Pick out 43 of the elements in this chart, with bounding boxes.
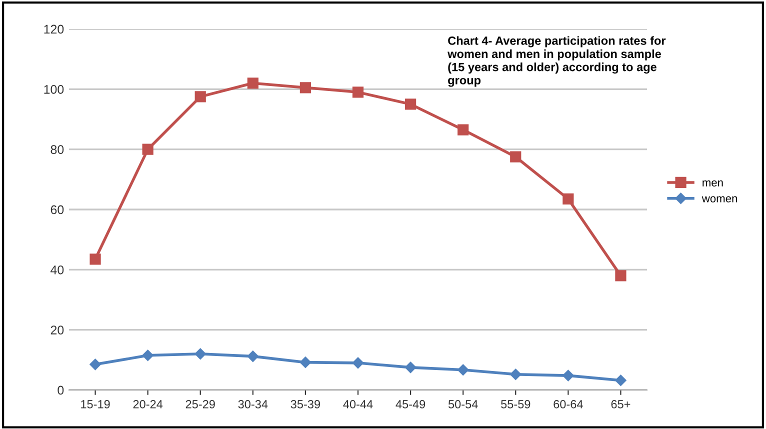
x-tick-label: 65+ (611, 400, 630, 408)
point (562, 193, 574, 205)
y-tick-label: 0 (58, 386, 64, 395)
y-tick-label: 120 (44, 24, 64, 34)
y-tick-label: 60 (50, 205, 64, 214)
y-tick-label: 40 (50, 265, 64, 274)
point (458, 124, 469, 136)
point (90, 254, 101, 265)
point (510, 151, 522, 162)
legend-label: women (702, 196, 737, 202)
point (300, 82, 312, 94)
x-tick-label: 45-49 (396, 400, 426, 408)
point (404, 98, 416, 110)
point (247, 350, 259, 362)
point (90, 358, 101, 370)
point (247, 78, 258, 89)
point (352, 86, 364, 98)
x-tick-label: 55-59 (501, 400, 530, 408)
point (300, 356, 312, 368)
x-tick-label: 40-44 (343, 400, 373, 408)
x-tick-label: 60-64 (554, 400, 583, 408)
x-tick-label: 15-19 (81, 400, 110, 408)
point (615, 374, 626, 386)
point (510, 368, 522, 380)
point (194, 91, 206, 102)
point (142, 144, 154, 155)
x-tick-label: 50-54 (448, 400, 478, 408)
point (142, 350, 154, 362)
x-tick-label: 20-24 (133, 400, 163, 408)
point (562, 370, 574, 382)
y-tick-label: 100 (44, 84, 64, 94)
y-tick-label: 80 (50, 145, 64, 154)
x-tick-label: 30-34 (238, 400, 268, 408)
point (615, 270, 626, 282)
text: Chart 4- Average participation rates for women and men in population sample (15 years and older) according to age group (448, 36, 666, 87)
point (352, 357, 364, 369)
legend-label: men (702, 180, 723, 186)
point (194, 348, 206, 360)
point (457, 364, 469, 376)
x-tick-label: 35-39 (290, 400, 320, 408)
y-tick-label: 20 (50, 326, 64, 334)
x-tick-label: 25-29 (186, 400, 215, 408)
point (404, 362, 416, 374)
